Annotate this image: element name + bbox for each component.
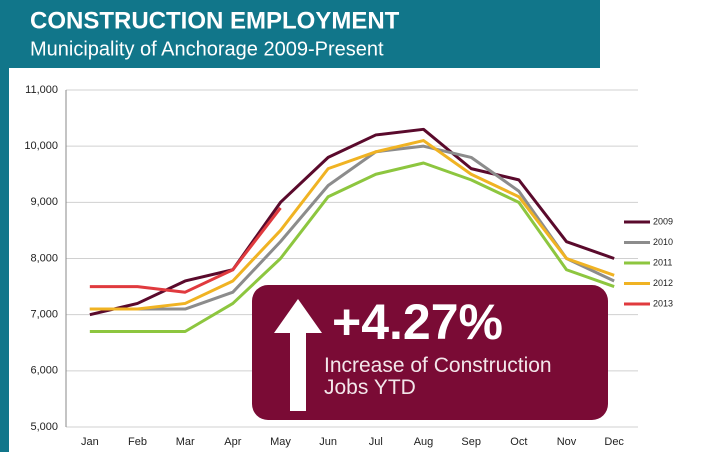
series-line: [89, 139, 615, 311]
x-tick-label: Mar: [176, 436, 195, 448]
y-tick-label: 6,000: [30, 365, 58, 377]
y-tick-label: 7,000: [30, 309, 58, 321]
x-tick-label: Jun: [319, 436, 337, 448]
x-tick-label: Aug: [414, 436, 434, 448]
x-tick-label: Apr: [224, 436, 241, 448]
header-banner: [0, 0, 600, 68]
y-tick-label: 10,000: [24, 140, 58, 152]
y-tick-label: 9,000: [30, 196, 58, 208]
up-arrow: [274, 299, 322, 411]
callout: +4.27% Increase of Construction Jobs YTD: [252, 285, 608, 420]
legend-label: 2012: [653, 278, 673, 288]
x-tick-label: Dec: [604, 436, 624, 448]
x-tick-label: Jul: [369, 436, 383, 448]
x-tick-label: Feb: [128, 436, 147, 448]
headline: +4.27%: [332, 294, 503, 350]
caption: Increase of Construction Jobs YTD: [324, 354, 552, 399]
series-line: [89, 161, 615, 334]
chart-subtitle: Municipality of Anchorage 2009-Present: [30, 38, 384, 60]
chart-title: CONSTRUCTION EMPLOYMENT: [30, 7, 400, 34]
y-tick-label: 8,000: [30, 252, 58, 264]
y-tick-label: 5,000: [30, 421, 58, 433]
series-line: [89, 127, 615, 317]
legend-label: 2011: [653, 257, 672, 267]
series-line: [89, 144, 615, 311]
legend-label: 2013: [653, 298, 673, 308]
x-tick-label: Sep: [461, 436, 481, 448]
x-tick-label: Oct: [510, 436, 527, 448]
series-line: [89, 207, 282, 294]
x-tick-label: Nov: [557, 436, 577, 448]
x-tick-label: Jan: [81, 436, 99, 448]
y-tick-label: 11,000: [25, 84, 58, 96]
side-strip: [0, 0, 9, 452]
x-tick-label: May: [270, 436, 291, 448]
legend-label: 2010: [653, 237, 673, 247]
legend-label: 2009: [653, 216, 673, 226]
